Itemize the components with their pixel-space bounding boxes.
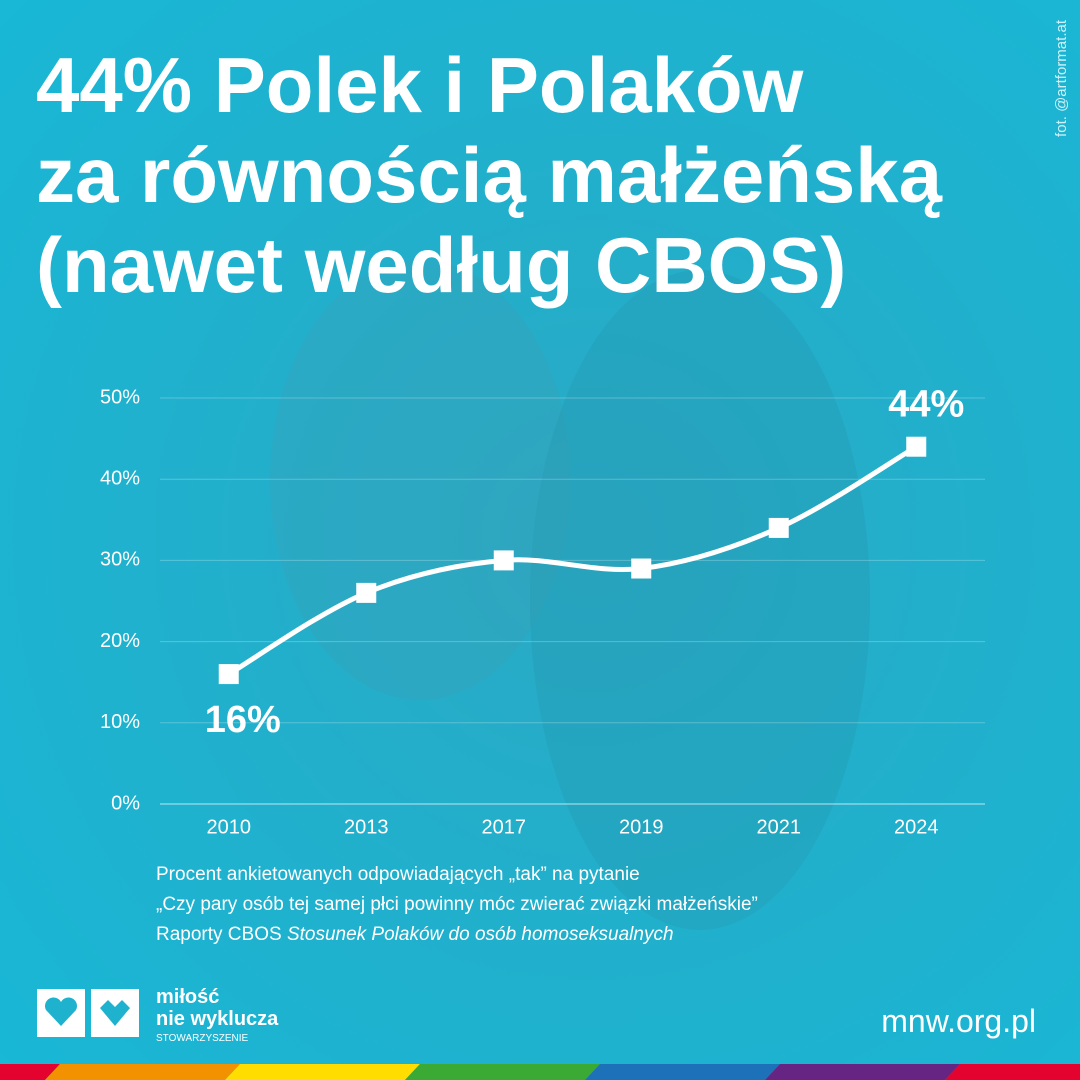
- y-tick-label: 30%: [100, 549, 140, 571]
- stripe: [585, 1064, 780, 1080]
- y-tick-label: 40%: [100, 467, 140, 489]
- value-label: 16%: [205, 699, 281, 741]
- marker: [631, 558, 652, 579]
- logo-heart: [100, 1000, 130, 1026]
- marker: [906, 436, 927, 457]
- logo-heart: [44, 997, 77, 1026]
- x-tick-label: 2019: [619, 816, 664, 838]
- y-tick-label: 10%: [100, 711, 140, 733]
- logo-text: nie wyklucza: [156, 1008, 279, 1030]
- marker: [356, 582, 377, 603]
- value-label: 44%: [888, 384, 964, 426]
- marker: [768, 517, 789, 538]
- logo-text: STOWARZYSZENIE: [156, 1033, 249, 1044]
- y-tick-label: 0%: [111, 792, 140, 814]
- marker: [493, 550, 514, 571]
- title-line: 44% Polek i Polaków: [36, 41, 804, 129]
- logo: miłość nie wyklucza STOWARZYSZENIE: [37, 986, 279, 1044]
- title-line: za równością małżeńską: [36, 131, 943, 219]
- url: mnw.org.pl: [881, 1003, 1036, 1039]
- photo-credit: fot. @artformat.at: [1053, 19, 1070, 137]
- x-tick-label: 2021: [757, 816, 802, 838]
- stripe: [225, 1064, 420, 1080]
- line: [227, 444, 918, 677]
- stripe: [945, 1064, 1080, 1080]
- source: Raporty CBOS Stosunek Polaków do osób ho…: [156, 924, 674, 945]
- stripe: [765, 1064, 960, 1080]
- stripe: [405, 1064, 600, 1080]
- photo-shade: [530, 270, 870, 930]
- stripe: [0, 1064, 60, 1080]
- source-prefix: Raporty CBOS: [156, 924, 282, 945]
- source-title: Stosunek Polaków do osób homoseksualnych: [287, 924, 674, 945]
- logo-text: miłość: [156, 986, 219, 1008]
- x-tick-label: 2017: [482, 816, 527, 838]
- stripe: [45, 1064, 240, 1080]
- x-tick-label: 2010: [207, 816, 252, 838]
- y-tick-label: 20%: [100, 630, 140, 652]
- y-tick-label: 50%: [100, 386, 140, 408]
- note: Procent ankietowanych odpowiadających „t…: [156, 864, 640, 885]
- x-tick-label: 2013: [344, 816, 389, 838]
- x-tick-label: 2024: [894, 816, 939, 838]
- photo-shade: [270, 260, 570, 700]
- title-line: (nawet według CBOS): [36, 221, 846, 309]
- rainbow: [0, 1064, 1080, 1080]
- marker: [218, 664, 239, 685]
- note: „Czy pary osób tej samej płci powinny mó…: [156, 894, 758, 915]
